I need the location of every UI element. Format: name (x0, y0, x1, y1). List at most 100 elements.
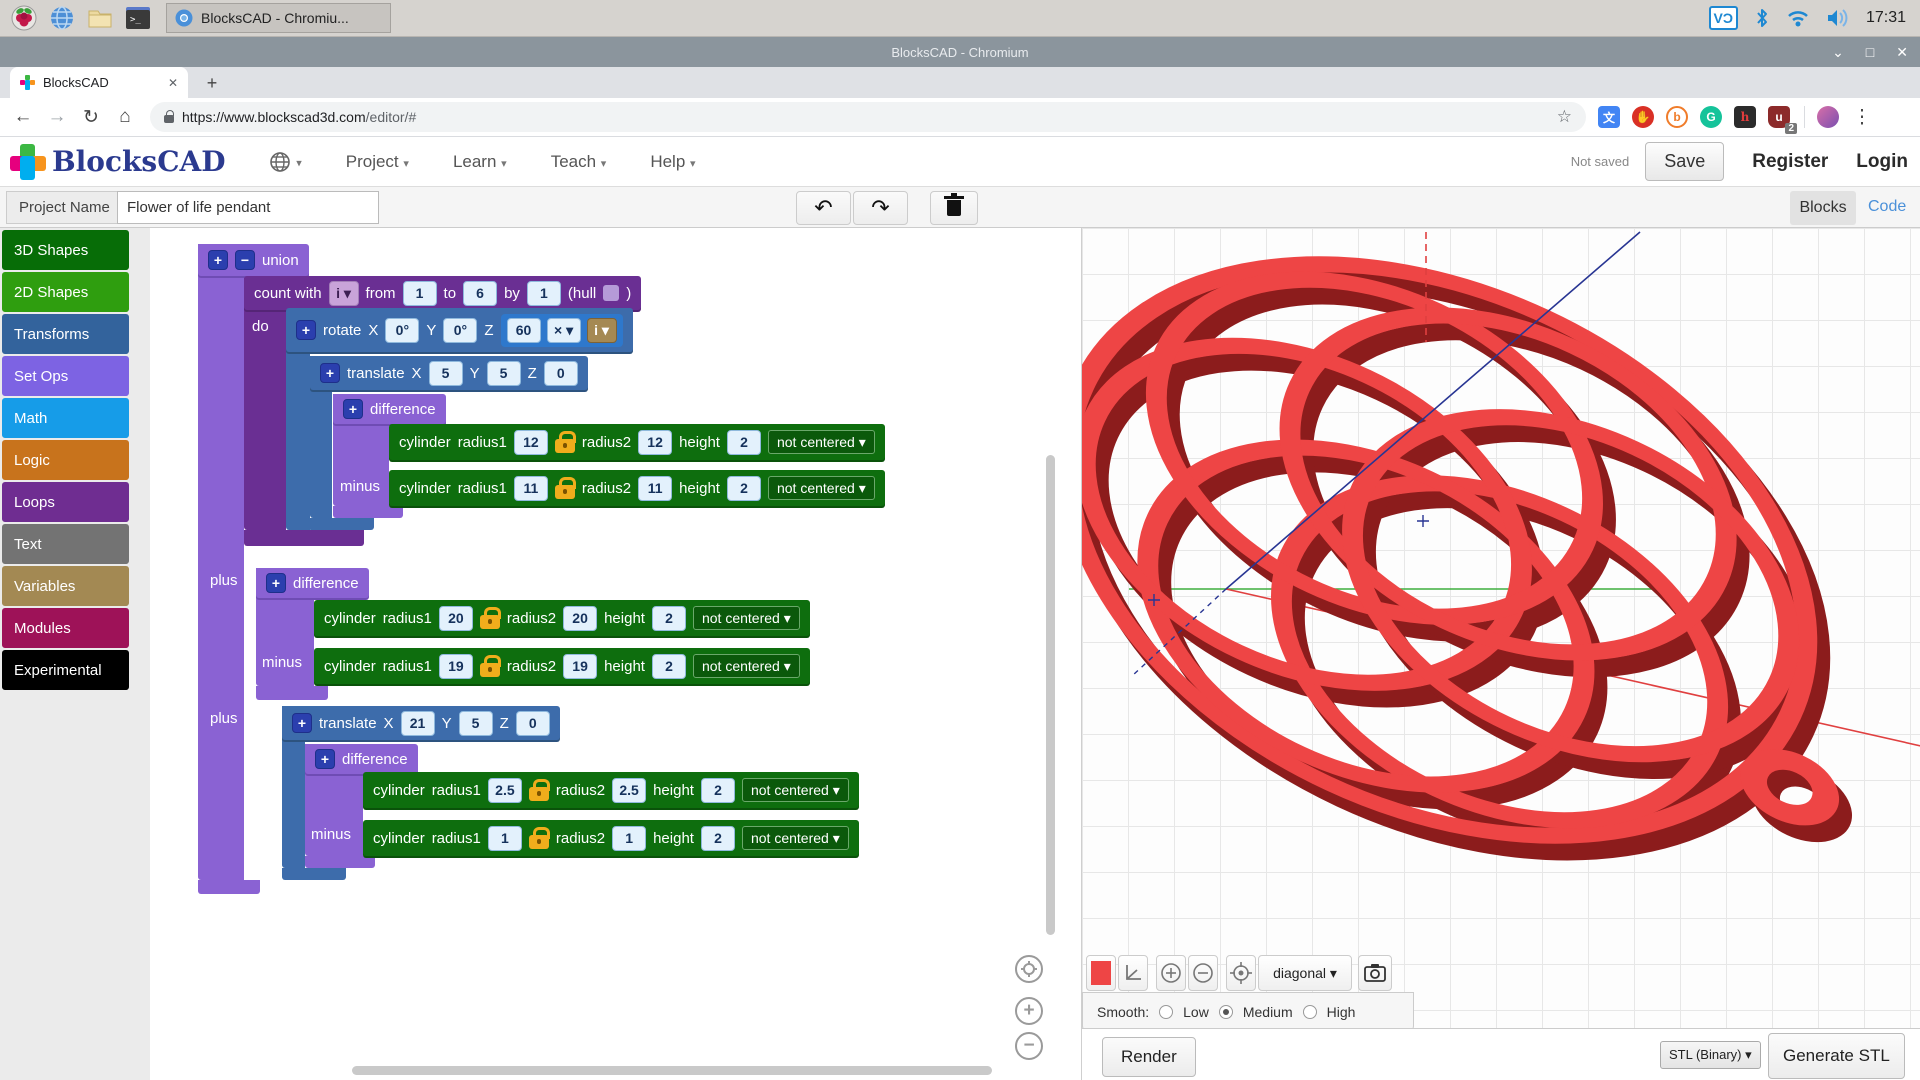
volume-icon[interactable] (1826, 8, 1850, 28)
rotate-x-value[interactable]: 0° (385, 317, 420, 343)
lock-icon[interactable] (528, 778, 550, 801)
sidebar-item-0[interactable]: 3D Shapes (2, 230, 129, 270)
smooth-high-radio[interactable] (1302, 1005, 1317, 1019)
translate2-block-body[interactable] (282, 706, 305, 868)
cylinder-block-5[interactable]: cylinder radius1 2.5 radius2 2.5 height 2 n… (363, 772, 859, 808)
smooth-low-radio[interactable] (1159, 1005, 1174, 1019)
difference2-block-bottom[interactable] (256, 686, 328, 700)
rotate-y-value[interactable]: 0° (443, 317, 478, 343)
sidebar-item-7[interactable]: Text (2, 524, 129, 564)
difference3-block-header[interactable]: + difference (305, 744, 418, 774)
smooth-medium-radio[interactable] (1218, 1005, 1233, 1019)
close-icon[interactable]: ✕ (1896, 43, 1908, 60)
multiply-expression-block[interactable]: 60 × ▾ i ▾ (500, 313, 623, 347)
sidebar-item-1[interactable]: 2D Shapes (2, 272, 129, 312)
translate1-y-value[interactable]: 5 (486, 360, 521, 386)
loop-from-value[interactable]: 1 (402, 280, 437, 306)
project-name-input[interactable] (117, 191, 379, 224)
view-angle-select[interactable]: diagonal ▾ (1258, 955, 1352, 991)
rotate-block[interactable]: + rotate X 0° Y 0° Z 60 × ▾ i ▾ (286, 308, 633, 352)
menu-project[interactable]: Project ▾ (345, 151, 409, 171)
expand-icon[interactable]: + (296, 320, 316, 340)
minimize-icon[interactable]: ⌄ (1832, 43, 1844, 60)
cylinder-block-4[interactable]: cylinder radius1 19 radius2 19 height 2 not… (314, 648, 810, 684)
cylinder1-radius1[interactable]: 12 (513, 429, 548, 455)
sidebar-item-3[interactable]: Set Ops (2, 356, 129, 396)
sidebar-item-9[interactable]: Modules (2, 608, 129, 648)
cylinder4-radius2[interactable]: 19 (563, 653, 598, 679)
tab-close-icon[interactable]: ✕ (167, 75, 178, 90)
multiply-left-value[interactable]: 60 (506, 317, 541, 343)
translate2-y-value[interactable]: 5 (458, 710, 493, 736)
union-block-bottom[interactable] (198, 880, 260, 894)
viewport-zoom-out-button[interactable] (1188, 955, 1218, 991)
expand-icon[interactable]: + (315, 749, 335, 769)
browser-menu-icon[interactable]: ⋮ (1852, 106, 1872, 128)
grammarly-extension-icon[interactable]: G (1700, 106, 1722, 128)
cylinder5-radius2[interactable]: 2.5 (612, 777, 647, 803)
centered-dropdown[interactable]: not centered ▾ (741, 778, 849, 802)
cylinder3-height[interactable]: 2 (651, 605, 686, 631)
zoom-reset-button[interactable] (1015, 955, 1043, 983)
home-icon[interactable]: ⌂ (119, 106, 131, 127)
render-button[interactable]: Render (1102, 1037, 1196, 1077)
centered-dropdown[interactable]: not centered ▾ (767, 430, 875, 454)
count-loop-block[interactable]: count with i ▾ from 1 to 6 by 1 (hull ) (244, 276, 642, 310)
cylinder5-radius1[interactable]: 2.5 (487, 777, 522, 803)
expand-icon[interactable]: + (320, 363, 340, 383)
lock-icon[interactable] (479, 606, 501, 629)
zoom-in-button[interactable]: + (1015, 997, 1043, 1025)
union-block-body[interactable] (198, 244, 244, 880)
translate2-z-value[interactable]: 0 (515, 710, 550, 736)
loop-block-body[interactable] (244, 276, 286, 530)
viewport-zoom-in-button[interactable] (1156, 955, 1186, 991)
expand-icon[interactable]: + (343, 399, 363, 419)
menu-learn[interactable]: Learn ▾ (452, 151, 507, 171)
trash-button[interactable] (930, 191, 978, 225)
blockscad-logo-icon[interactable] (10, 143, 46, 180)
cylinder6-radius2[interactable]: 1 (612, 825, 647, 851)
expand-icon[interactable]: + (292, 713, 312, 733)
translate-extension-icon[interactable]: 文 (1598, 106, 1620, 128)
hull-checkbox[interactable] (603, 285, 620, 301)
redo-button[interactable]: ↷ (853, 191, 908, 225)
stl-format-select[interactable]: STL (Binary) ▾ (1660, 1041, 1761, 1069)
register-link[interactable]: Register (1752, 150, 1829, 172)
generate-stl-button[interactable]: Generate STL (1768, 1033, 1905, 1079)
cylinder1-radius2[interactable]: 12 (638, 429, 673, 455)
taskbar-window-button[interactable]: BlocksCAD - Chromiu... (166, 3, 391, 33)
axes-toggle-button[interactable] (1118, 955, 1148, 991)
profile-avatar[interactable] (1817, 106, 1839, 128)
cylinder6-height[interactable]: 2 (700, 825, 735, 851)
cylinder3-radius1[interactable]: 20 (438, 605, 473, 631)
translate2-x-value[interactable]: 21 (400, 710, 435, 736)
translate1-block-bottom[interactable] (308, 518, 374, 530)
model-color-button[interactable] (1086, 955, 1116, 991)
back-icon[interactable]: ← (13, 106, 33, 127)
operator-dropdown[interactable]: × ▾ (546, 317, 581, 343)
variable-i-block[interactable]: i ▾ (586, 317, 617, 343)
cylinder2-height[interactable]: 2 (726, 475, 761, 501)
centered-dropdown[interactable]: not centered ▾ (692, 654, 800, 678)
address-bar[interactable]: https://www.blockscad3d.com/editor/# ☆ (150, 102, 1586, 132)
tab-blocks[interactable]: Blocks (1790, 191, 1856, 225)
loop-block-bottom[interactable] (244, 530, 364, 546)
translate1-z-value[interactable]: 0 (543, 360, 578, 386)
forward-icon[interactable]: → (47, 106, 67, 127)
zoom-out-button[interactable]: − (1015, 1032, 1043, 1060)
bookmark-star-icon[interactable]: ☆ (1556, 107, 1572, 126)
terminal-icon[interactable]: >_ (124, 4, 152, 32)
cylinder2-radius1[interactable]: 11 (513, 475, 548, 501)
cylinder4-radius1[interactable]: 19 (438, 653, 473, 679)
difference2-block-header[interactable]: + difference (256, 568, 369, 598)
sidebar-item-8[interactable]: Variables (2, 566, 129, 606)
screenshot-button[interactable] (1358, 955, 1392, 991)
smooth-medium-label[interactable]: Medium (1242, 1004, 1293, 1020)
centered-dropdown[interactable]: not centered ▾ (741, 826, 849, 850)
smooth-low-label[interactable]: Low (1183, 1004, 1209, 1020)
cylinder4-height[interactable]: 2 (651, 653, 686, 679)
file-manager-icon[interactable] (86, 4, 114, 32)
centered-dropdown[interactable]: not centered ▾ (767, 476, 875, 500)
